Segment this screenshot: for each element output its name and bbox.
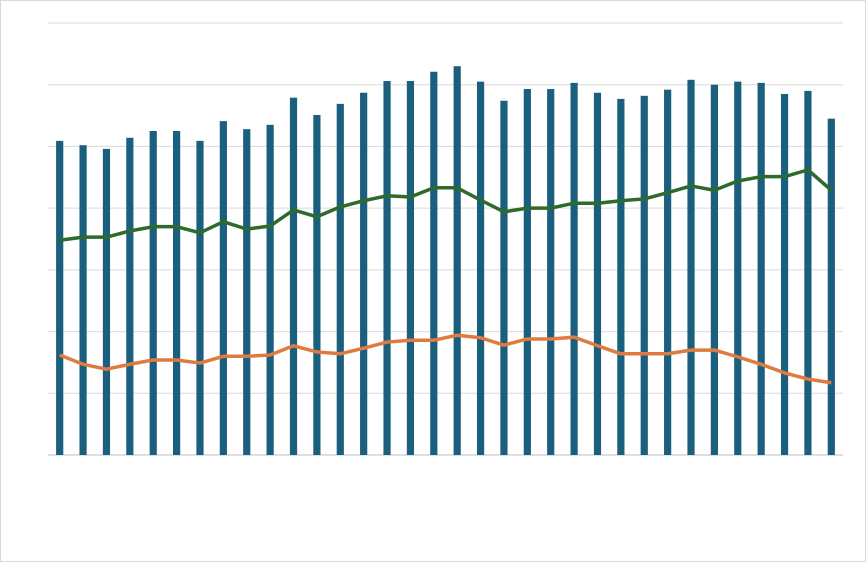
bar [453, 66, 461, 455]
bar [79, 145, 87, 456]
line [59, 168, 833, 242]
bar [523, 89, 531, 455]
bar [617, 98, 625, 455]
bar [219, 121, 227, 455]
bar [266, 124, 274, 455]
bar [243, 129, 251, 456]
bar [406, 81, 415, 456]
bar [570, 82, 578, 455]
bar [196, 140, 204, 456]
bar [780, 93, 789, 455]
bar [640, 95, 648, 455]
bar [102, 148, 111, 455]
bar [547, 89, 555, 455]
bar [313, 114, 321, 455]
bar [173, 131, 181, 455]
bar [289, 97, 298, 455]
bar [757, 82, 765, 455]
bar [593, 92, 602, 455]
bar [360, 92, 368, 455]
bar [476, 81, 485, 455]
bar [336, 103, 344, 456]
line [59, 333, 832, 385]
bar [126, 137, 134, 455]
bar [383, 81, 391, 456]
bar [734, 81, 742, 455]
bar [827, 118, 835, 456]
bar [149, 131, 157, 455]
bar [710, 84, 718, 455]
bar [664, 89, 672, 455]
bar [804, 90, 812, 455]
bar [430, 71, 438, 456]
bar [500, 100, 508, 455]
bar [687, 79, 695, 455]
bar [56, 140, 64, 456]
